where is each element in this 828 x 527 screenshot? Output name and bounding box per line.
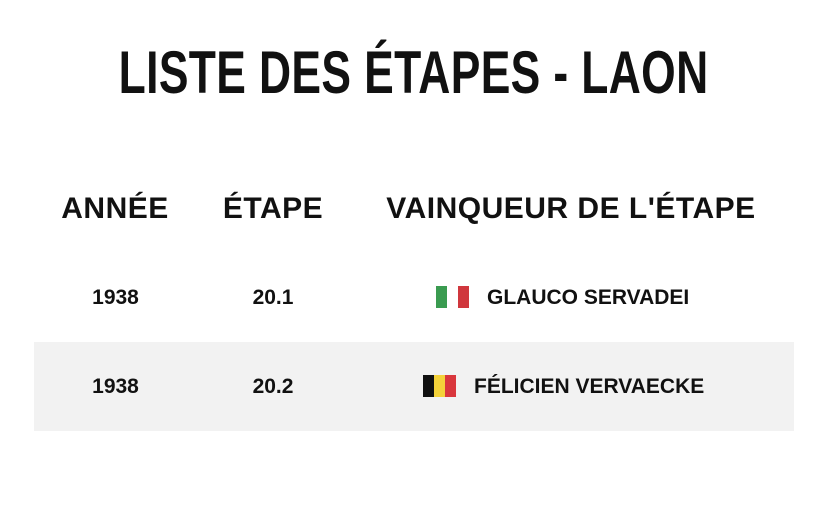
stage-cell: 20.2 — [252, 375, 294, 398]
table-row: 1938 20.1 GLAUCO SERVADEI — [34, 253, 794, 342]
flag-belgium — [423, 375, 456, 397]
title-box: LISTE DES ÉTAPES - LAON — [0, 38, 828, 107]
stage-cell: 20.1 — [252, 286, 294, 309]
page-title: LISTE DES ÉTAPES - LAON — [119, 39, 709, 106]
table-row: 1938 20.2 FÉLICIEN VERVAECKE — [34, 342, 794, 431]
column-header: ÉTAPE — [222, 192, 324, 225]
year-cell: 1938 — [92, 375, 139, 398]
winner-cell: GLAUCO SERVADEI — [487, 286, 690, 309]
flag-italy — [436, 286, 469, 308]
column-header: VAINQUEUR DE L'ÉTAPE — [386, 192, 756, 225]
winner-cell: FÉLICIEN VERVAECKE — [474, 375, 705, 398]
year-cell: 1938 — [92, 286, 139, 309]
column-header: ANNÉE — [61, 192, 169, 225]
